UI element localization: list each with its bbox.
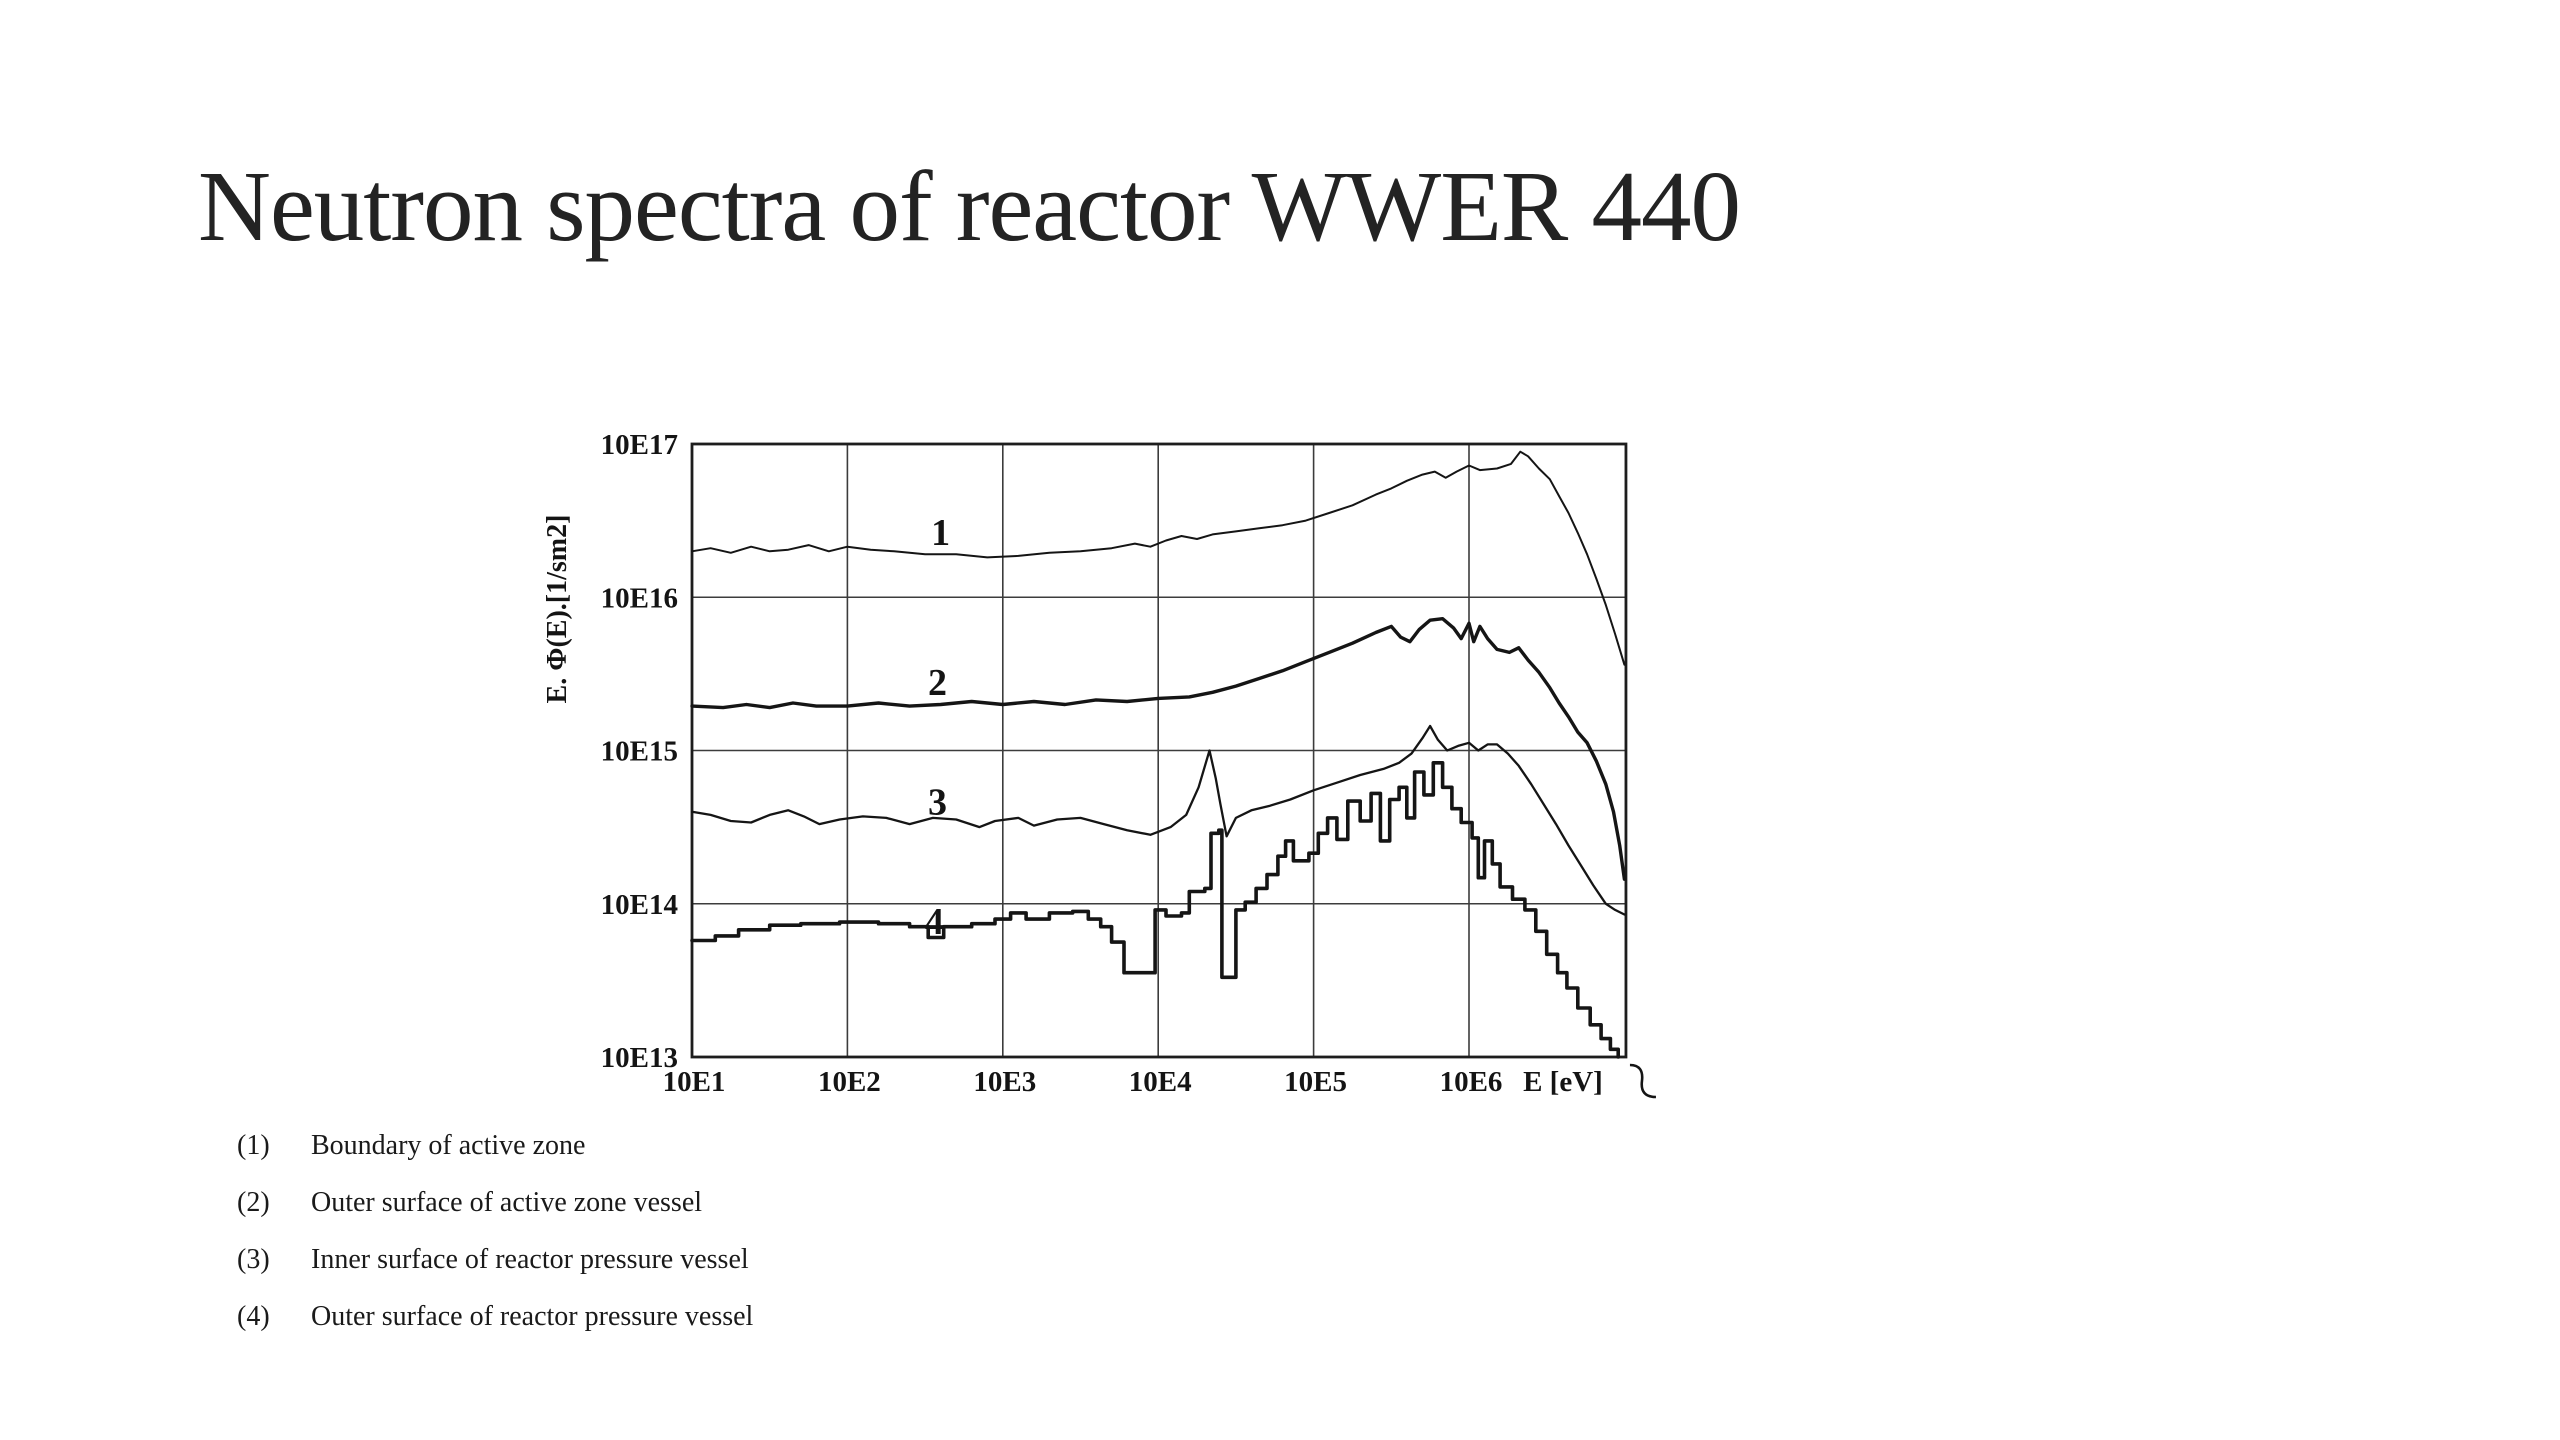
curve-label-1: 1 [931, 512, 950, 554]
legend-item: (3) Inner surface of reactor pressure ve… [237, 1244, 753, 1276]
legend-item-text: Outer surface of reactor pressure vessel [311, 1301, 754, 1332]
y-axis-title: E. Φ(E).[1/sm2] [542, 515, 573, 704]
curve-label-4: 4 [925, 901, 944, 943]
legend-item-text: Boundary of active zone [311, 1130, 586, 1161]
slide-title: Neutron spectra of reactor WWER 440 [198, 150, 1741, 262]
curve-1 [691, 450, 1626, 666]
legend-item-text: Inner surface of reactor pressure vessel [311, 1244, 749, 1275]
curve-label-2: 2 [928, 662, 947, 704]
curve-3 [690, 724, 1626, 916]
y-tick-label: 10E14 [601, 889, 678, 921]
legend-item-number: (3) [237, 1244, 270, 1275]
legend-item-number: (4) [237, 1301, 270, 1332]
curve-label-3: 3 [928, 782, 947, 824]
plot-frame [690, 442, 1628, 1059]
x-tick-label: 10E6 [1440, 1066, 1503, 1098]
y-tick-label: 10E15 [601, 736, 678, 768]
x-tick-label: 10E3 [973, 1066, 1036, 1098]
legend-item: (4) Outer surface of reactor pressure ve… [237, 1301, 753, 1333]
x-tick-label: 10E4 [1129, 1066, 1192, 1098]
x-tick-label: 10E2 [818, 1066, 881, 1098]
y-tick-label: 10E17 [601, 429, 678, 461]
legend-item-number: (1) [237, 1130, 270, 1161]
axis-end-squiggle [1629, 1063, 1657, 1099]
x-axis-unit-label: E [eV] [1523, 1066, 1603, 1098]
y-tick-label: 10E16 [601, 582, 678, 614]
legend-item: (1) Boundary of active zone [237, 1130, 753, 1162]
y-tick-label: 10E13 [601, 1042, 678, 1074]
legend: (1) Boundary of active zone (2) Outer su… [237, 1130, 753, 1358]
legend-item-text: Outer surface of active zone vessel [311, 1187, 703, 1218]
x-tick-label: 10E5 [1284, 1066, 1347, 1098]
x-tick-label: 10E1 [663, 1066, 726, 1098]
curve-2 [690, 617, 1627, 881]
curve-4 [690, 761, 1620, 1059]
legend-item: (2) Outer surface of active zone vessel [237, 1187, 753, 1219]
legend-item-number: (2) [237, 1187, 270, 1218]
neutron-spectra-chart: 10E17 10E16 10E15 10E14 10E13 10E1 10E2 10E3 10E… [530, 415, 1680, 1125]
